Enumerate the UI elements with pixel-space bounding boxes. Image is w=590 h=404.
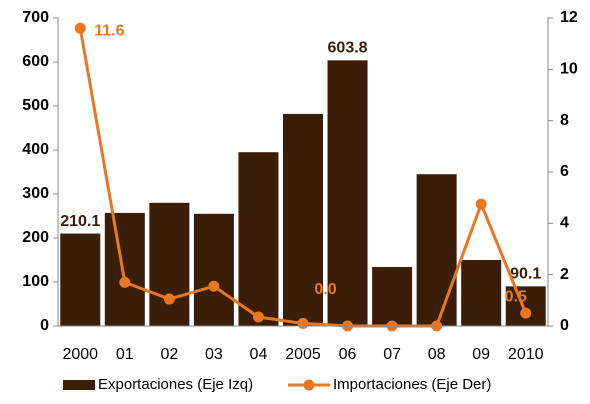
line-point (475, 198, 487, 210)
y-tick-label: 400 (22, 141, 49, 158)
y2-tick-label: 6 (560, 163, 569, 180)
legend-label: Exportaciones (Eje Izq) (98, 376, 253, 393)
y2-tick-label: 12 (560, 9, 578, 26)
bar (283, 113, 323, 326)
x-tick-label: 2000 (62, 346, 98, 363)
bar (238, 152, 279, 326)
line-label: 11.6 (94, 22, 124, 39)
bar (416, 174, 457, 326)
line-label: 0.0 (314, 281, 336, 298)
legend-marker (303, 379, 315, 391)
bar (149, 202, 190, 326)
y-tick-label: 600 (22, 53, 49, 70)
x-tick-label: 03 (205, 346, 223, 363)
bar (505, 286, 546, 326)
y2-tick-label: 8 (560, 112, 569, 129)
y-tick-label: 500 (22, 97, 49, 114)
bar (327, 60, 368, 326)
line-point (119, 276, 131, 288)
y2-tick-label: 2 (560, 266, 569, 283)
y-tick-label: 100 (22, 273, 49, 290)
bar (372, 267, 413, 326)
x-tick-label: 2005 (285, 346, 321, 363)
y-tick-label: 300 (22, 185, 49, 202)
bar (461, 260, 502, 326)
x-tick-label: 07 (383, 346, 401, 363)
bar (104, 212, 145, 326)
line-point (74, 22, 86, 34)
x-tick-label: 09 (472, 346, 490, 363)
bar-label: 603.8 (328, 40, 368, 57)
bar (60, 233, 101, 326)
x-tick-label: 2010 (508, 346, 544, 363)
line-label: 0.5 (505, 288, 527, 305)
y2-tick-label: 0 (560, 317, 569, 334)
line-point (297, 317, 309, 329)
x-tick-label: 06 (339, 346, 357, 363)
y2-tick-label: 10 (560, 61, 578, 78)
x-tick-label: 01 (116, 346, 134, 363)
y-tick-label: 700 (22, 9, 49, 26)
bar (193, 213, 234, 326)
y2-tick-label: 4 (560, 215, 569, 232)
x-tick-label: 04 (250, 346, 268, 363)
y-tick-label: 200 (22, 229, 49, 246)
bar-label: 90.1 (510, 266, 541, 283)
line-point (163, 293, 175, 305)
line-point (520, 307, 532, 319)
line-point (252, 311, 264, 323)
legend-swatch (63, 380, 95, 390)
x-tick-label: 08 (428, 346, 446, 363)
x-tick-label: 02 (160, 346, 178, 363)
bar-label: 210.1 (60, 213, 100, 230)
legend-label: Importaciones (Eje Der) (333, 376, 491, 393)
y-tick-label: 0 (40, 317, 49, 334)
line-point (208, 280, 220, 292)
